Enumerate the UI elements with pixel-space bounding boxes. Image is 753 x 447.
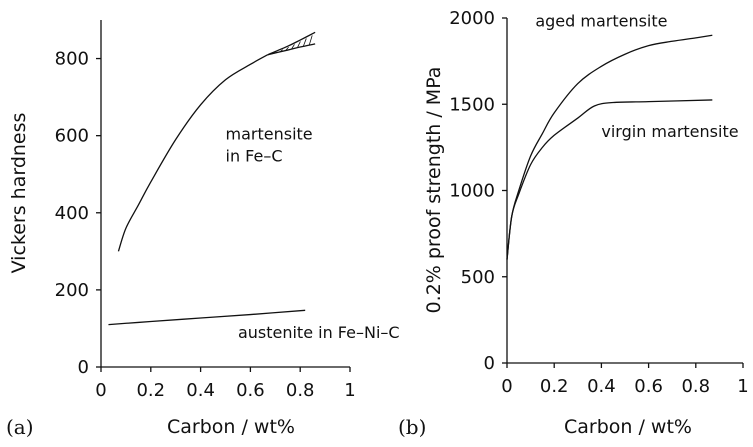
panel-b-x-ticks: 0 0.2 0.4 0.6 0.8 1: [501, 363, 749, 397]
x-tick-label: 1: [737, 376, 748, 397]
series-line-virgin-martensite: [506, 99, 713, 260]
x-tick-label: 0.6: [634, 376, 663, 397]
series-label: in Fe–C: [226, 147, 283, 166]
y-tick-label: 400: [55, 203, 89, 224]
x-tick-label: 0.2: [540, 376, 569, 397]
panel-b-x-axis-label: Carbon / wt%: [564, 416, 692, 438]
x-tick-label: 0.4: [186, 380, 215, 401]
y-tick-label: 500: [461, 267, 495, 288]
x-tick-label: 0.8: [681, 376, 710, 397]
y-tick-label: 1000: [449, 181, 495, 202]
x-tick-label: 0.8: [286, 380, 315, 401]
panel-a-x-ticks: 0 0.2 0.4 0.6 0.8 1: [95, 367, 356, 401]
panel-a-series: [108, 31, 316, 326]
y-tick-label: 2000: [449, 8, 495, 29]
series-line-martensite-lower-band: [267, 43, 316, 56]
hatch-line: [308, 35, 313, 46]
x-tick-label: 0: [95, 380, 106, 401]
panel-b-y-axis-label: 0.2% proof strength / MPa: [423, 67, 445, 314]
y-tick-label: 200: [55, 280, 89, 301]
hatch-line: [273, 51, 277, 54]
series-label: virgin martensite: [601, 122, 738, 141]
series-label: martensite: [226, 125, 313, 144]
y-tick-label: 0: [484, 353, 495, 374]
panel-b-chart: 0 0.2 0.4 0.6 0.8 1 0 500 1000 1500 2000 aged mar…: [398, 8, 749, 439]
panel-a-label: (a): [6, 415, 34, 439]
x-tick-label: 0.6: [236, 380, 265, 401]
series-line-aged-martensite: [506, 34, 713, 260]
hatch-line: [297, 41, 301, 48]
panel-a-series-labels: martensite in Fe–C austenite in Fe–Ni–C: [226, 125, 400, 343]
panel-b-series-labels: aged martensite virgin martensite: [535, 12, 738, 141]
x-tick-label: 0: [501, 376, 512, 397]
y-tick-label: 600: [55, 126, 89, 147]
panel-b-y-ticks: 0 500 1000 1500 2000: [449, 8, 507, 374]
hatch-line: [285, 46, 289, 51]
series-label: austenite in Fe–Ni–C: [238, 323, 400, 342]
series-line-austenite-in-fe-ni-c: [108, 309, 306, 326]
panel-a-y-ticks: 0 200 400 600 800: [55, 49, 101, 378]
series-label: aged martensite: [535, 12, 667, 31]
panel-a-chart: 0 0.2 0.4 0.6 0.8 1 0 200 400 600 800 martensite i…: [6, 20, 400, 439]
panel-a-y-axis-label: Vickers hardness: [8, 113, 30, 274]
y-tick-label: 1500: [449, 94, 495, 115]
y-tick-label: 800: [55, 49, 89, 70]
panel-a-hatched-region: [273, 35, 313, 54]
x-tick-label: 0.2: [136, 380, 165, 401]
x-tick-label: 1: [344, 380, 355, 401]
series-line-martensite-upper-band: [267, 31, 316, 56]
panel-a-x-axis-label: Carbon / wt%: [167, 416, 295, 438]
panel-b-series: [506, 34, 713, 260]
hatch-line: [279, 49, 283, 53]
x-tick-label: 0.4: [587, 376, 616, 397]
hatch-line: [291, 44, 295, 50]
panel-b-label: (b): [398, 415, 426, 439]
hatch-line: [302, 38, 307, 47]
series-line-martensite-in-fe-c: [117, 54, 269, 252]
y-tick-label: 0: [78, 357, 89, 378]
